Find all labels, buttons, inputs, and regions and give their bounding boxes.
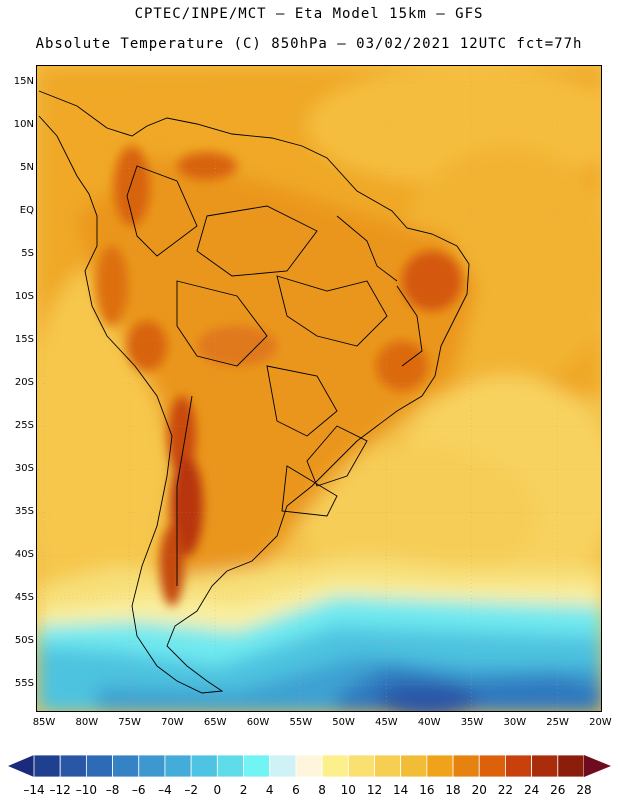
lat-label: 5N <box>20 162 34 173</box>
colorbar-max-arrow <box>584 755 611 777</box>
colorbar <box>8 754 611 778</box>
lat-label: 5S <box>21 248 34 259</box>
colorbar-label: –12 <box>49 783 71 797</box>
colorbar-label: 12 <box>366 783 383 797</box>
lon-label: 70W <box>161 717 184 728</box>
lon-label: 55W <box>289 717 313 728</box>
colorbar-label: 14 <box>393 783 409 797</box>
colorbar-label: –10 <box>75 783 98 797</box>
colorbar-swatch <box>347 754 375 778</box>
colorbar-label: 28 <box>576 783 592 797</box>
colorbar-label: 24 <box>523 783 540 797</box>
lon-label: 40W <box>417 717 441 728</box>
lat-label: EQ <box>19 205 34 216</box>
lat-label: 35S <box>14 506 34 517</box>
lon-label: 35W <box>460 717 484 728</box>
lat-label: 45S <box>14 592 34 603</box>
colorbar-swatch <box>400 754 428 778</box>
colorbar-label: 8 <box>318 783 326 797</box>
colorbar-label: 20 <box>471 783 487 797</box>
lon-label: 30W <box>503 717 527 728</box>
colorbar-swatch <box>557 754 585 778</box>
colorbar-swatch <box>478 754 506 778</box>
lat-label: 10N <box>13 119 34 130</box>
lat-label: 30S <box>14 463 34 474</box>
lat-label: 40S <box>14 549 34 560</box>
map-subtitle: Absolute Temperature (C) 850hPa – 03/02/… <box>35 36 583 52</box>
temperature-map <box>37 66 601 711</box>
lat-label: 55S <box>14 678 34 689</box>
colorbar-swatch <box>374 754 402 778</box>
colorbar-label: 0 <box>213 783 222 797</box>
lat-label: 10S <box>14 291 34 302</box>
lon-label: 50W <box>332 717 355 728</box>
map-panel <box>36 65 602 712</box>
colorbar-swatch <box>164 754 192 778</box>
colorbar-min-arrow <box>8 755 34 777</box>
colorbar-label: 6 <box>292 783 300 797</box>
coastlines <box>38 90 470 694</box>
colorbar-label: –2 <box>184 783 198 797</box>
colorbar-swatch <box>112 754 140 778</box>
colorbar-swatch <box>452 754 480 778</box>
colorbar-swatch <box>426 754 454 778</box>
colorbar-label: 22 <box>497 783 514 797</box>
lat-lon-grid <box>37 66 601 711</box>
colorbar-label: –14 <box>23 783 45 797</box>
colorbar-label: 2 <box>239 783 248 797</box>
colorbar-swatch <box>190 754 218 778</box>
lon-label: 45W <box>375 717 398 728</box>
colorbar-swatch <box>531 754 559 778</box>
colorbar-label: 26 <box>550 783 566 797</box>
lat-label: 25S <box>14 420 34 431</box>
lon-label: 65W <box>203 717 227 728</box>
lat-label: 15S <box>14 334 34 345</box>
colorbar-swatch <box>243 754 271 778</box>
colorbar-swatch <box>505 754 533 778</box>
lon-label: 80W <box>75 717 99 728</box>
colorbar-swatch <box>138 754 166 778</box>
colorbar-swatch <box>269 754 297 778</box>
lat-label: 15N <box>13 76 34 87</box>
lon-label: 75W <box>118 717 141 728</box>
map-title: CPTEC/INPE/MCT – Eta Model 15km – GFS <box>134 6 484 22</box>
colorbar-swatch <box>321 754 349 778</box>
lon-label: 25W <box>546 717 569 728</box>
colorbar-swatch <box>33 754 61 778</box>
colorbar-label: –8 <box>105 783 120 797</box>
colorbar-label: 18 <box>445 783 461 797</box>
lon-label: 20W <box>589 717 612 728</box>
lat-label: 50S <box>14 635 34 646</box>
lon-label: 85W <box>32 717 56 728</box>
lon-label: 60W <box>246 717 270 728</box>
colorbar-swatch <box>216 754 244 778</box>
colorbar-label: 16 <box>419 783 435 797</box>
lat-label: 20S <box>14 377 34 388</box>
colorbar-label: 10 <box>340 783 356 797</box>
colorbar-swatch <box>59 754 87 778</box>
colorbar-label: –6 <box>131 783 146 797</box>
colorbar-label: –4 <box>158 783 172 797</box>
colorbar-swatch <box>295 754 323 778</box>
colorbar-swatch <box>85 754 113 778</box>
colorbar-label: 4 <box>265 783 274 797</box>
